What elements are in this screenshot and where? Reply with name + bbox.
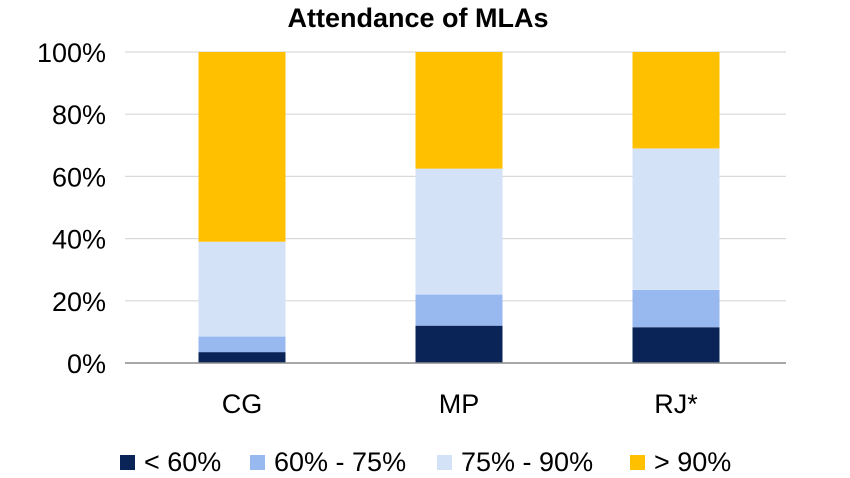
x-category-label: MP	[439, 389, 480, 419]
legend-swatch	[250, 455, 265, 470]
y-tick-label: 100%	[37, 38, 106, 68]
y-tick-label: 0%	[67, 349, 106, 379]
bar-segment	[198, 52, 286, 242]
bar-segment	[415, 325, 503, 363]
legend-swatch	[120, 455, 135, 470]
legend-swatch	[630, 455, 645, 470]
bar-segment	[415, 168, 503, 295]
y-tick-label: 40%	[52, 225, 106, 255]
y-tick-label: 60%	[52, 162, 106, 192]
bar-segment	[632, 289, 720, 328]
bar-segment	[198, 352, 286, 363]
legend: < 60% 60% - 75% 75% - 90% > 90%	[120, 447, 731, 477]
legend-label: 75% - 90%	[461, 447, 593, 477]
x-category-label: RJ*	[654, 389, 698, 419]
legend-label: > 90%	[654, 447, 731, 477]
bar-segment	[198, 241, 286, 337]
bar-segment	[415, 52, 503, 169]
bars	[198, 52, 720, 363]
legend-label: < 60%	[144, 447, 221, 477]
bar-segment	[198, 336, 286, 353]
y-tick-label: 80%	[52, 100, 106, 130]
bar-segment	[632, 327, 720, 363]
legend-swatch	[437, 455, 452, 470]
legend-label: 60% - 75%	[274, 447, 406, 477]
chart-title: Attendance of MLAs	[287, 3, 548, 33]
bar-segment	[415, 294, 503, 326]
bar-segment	[632, 148, 720, 290]
bar-segment	[632, 52, 720, 149]
y-axis-ticks: 0% 20% 40% 60% 80% 100%	[37, 38, 106, 379]
x-category-label: CG	[222, 389, 263, 419]
x-axis-categories: CG MP RJ*	[222, 389, 698, 419]
y-tick-label: 20%	[52, 287, 106, 317]
